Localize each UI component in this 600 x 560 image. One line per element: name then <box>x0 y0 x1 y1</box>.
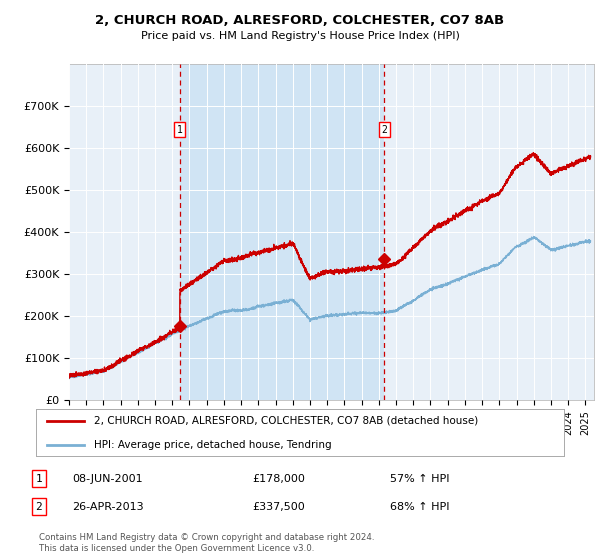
Text: £337,500: £337,500 <box>252 502 305 512</box>
Text: 1: 1 <box>177 125 183 135</box>
Text: 08-JUN-2001: 08-JUN-2001 <box>72 474 143 484</box>
Text: Contains HM Land Registry data © Crown copyright and database right 2024.
This d: Contains HM Land Registry data © Crown c… <box>39 533 374 553</box>
Text: Price paid vs. HM Land Registry's House Price Index (HPI): Price paid vs. HM Land Registry's House … <box>140 31 460 41</box>
Text: 2, CHURCH ROAD, ALRESFORD, COLCHESTER, CO7 8AB (detached house): 2, CHURCH ROAD, ALRESFORD, COLCHESTER, C… <box>94 416 478 426</box>
Text: 57% ↑ HPI: 57% ↑ HPI <box>390 474 449 484</box>
Text: 26-APR-2013: 26-APR-2013 <box>72 502 143 512</box>
Bar <box>180 64 385 400</box>
Text: 68% ↑ HPI: 68% ↑ HPI <box>390 502 449 512</box>
Text: 2: 2 <box>35 502 43 512</box>
Text: 1: 1 <box>35 474 43 484</box>
Text: £178,000: £178,000 <box>252 474 305 484</box>
Text: 2: 2 <box>382 125 387 135</box>
Text: HPI: Average price, detached house, Tendring: HPI: Average price, detached house, Tend… <box>94 440 332 450</box>
Text: 2, CHURCH ROAD, ALRESFORD, COLCHESTER, CO7 8AB: 2, CHURCH ROAD, ALRESFORD, COLCHESTER, C… <box>95 14 505 27</box>
